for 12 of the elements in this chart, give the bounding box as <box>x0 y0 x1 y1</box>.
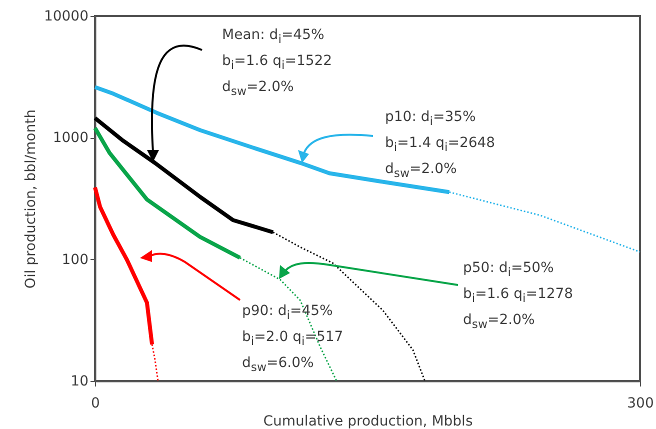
y-tick-label: 1000 <box>52 130 88 146</box>
text: p90: d$_{i}$=45% b$_{i}$=2.0 q$_{i}$=517 d$_{sw}$=6.0% <box>242 303 344 374</box>
y-tick-label: 10000 <box>44 8 88 24</box>
x-tick-label: 0 <box>91 396 100 412</box>
y-tick-label: 100 <box>62 252 88 268</box>
x-axis-title: Cumulative production, Mbbls <box>263 414 473 429</box>
text: Mean: d$_{i}$=45% b$_{i}$=1.6 q$_{i}$=1522 d$_{sw}$=2.0% <box>222 27 332 98</box>
y-tick-label: 10 <box>70 374 88 390</box>
x-tick-label: 300 <box>627 396 654 412</box>
text: p10: d$_{i}$=35% b$_{i}$=1.4 q$_{i}$=2648 d$_{sw}$=2.0% <box>385 109 496 180</box>
y-axis-title: Oil production, bbl/month <box>22 109 39 289</box>
text: p50: d$_{i}$=50% b$_{i}$=1.6 q$_{i}$=1278 d$_{sw}$=2.0% <box>463 260 574 330</box>
